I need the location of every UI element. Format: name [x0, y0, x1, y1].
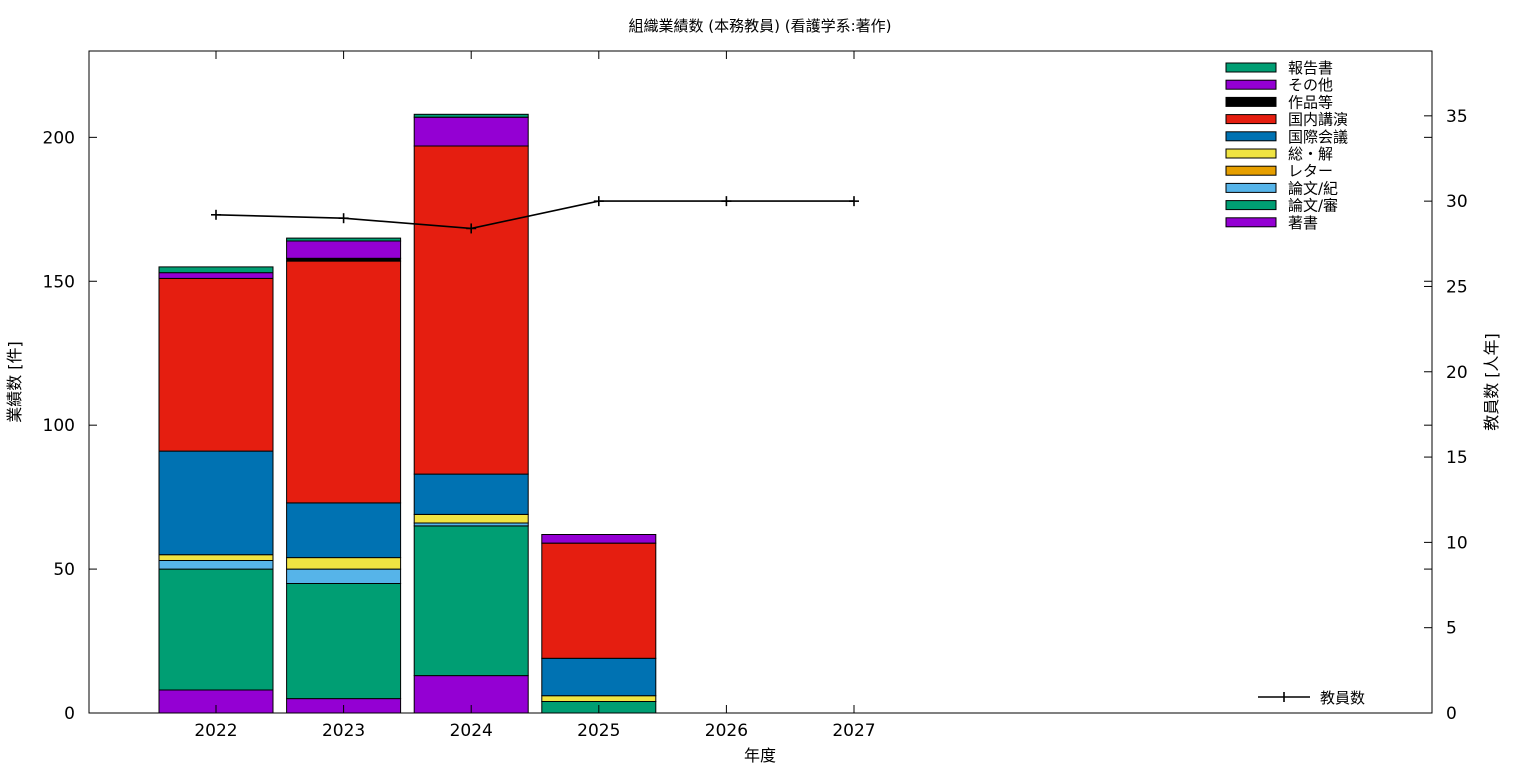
- line-series-path: [215, 200, 854, 230]
- chart-title: 組織業績数 (本務教員) (看護学系:著作): [629, 17, 892, 35]
- y-axis-title: 業績数 [件]: [5, 341, 24, 423]
- legend-swatch-8: [1225, 79, 1277, 90]
- bar-segment-2023-9: [286, 237, 402, 242]
- legend-swatch-9: [1225, 62, 1277, 73]
- legend-label-5: 国際会議: [1288, 128, 1348, 146]
- bar-segment-2023-8: [286, 240, 402, 259]
- legend-swatch-5: [1225, 131, 1277, 142]
- x-tick-label: 2027: [832, 721, 875, 741]
- y2-axis: 0 5 10 15 20 25 30 35: [1424, 107, 1468, 724]
- bar-segment-2025-8: [541, 534, 657, 544]
- legend-label-7: 作品等: [1288, 93, 1333, 111]
- bar-segment-2022-8: [158, 272, 274, 279]
- legend-label-4: 総・解: [1288, 145, 1333, 163]
- legend-line-label: 教員数: [1320, 689, 1365, 707]
- y2-tick-label: 20: [1446, 363, 1468, 383]
- bar-segment-2024-5: [413, 473, 529, 515]
- y2-axis-title: 教員数 [人年]: [1482, 333, 1501, 431]
- bar-segment-2025-6: [541, 542, 657, 659]
- x-axis-title: 年度: [744, 746, 776, 765]
- bar-segment-2022-2: [158, 560, 274, 570]
- bar-segment-2022-1: [158, 568, 274, 691]
- bar-segment-2022-6: [158, 277, 274, 452]
- y2-tick-label: 0: [1446, 704, 1457, 724]
- y-tick-label: 100: [43, 416, 75, 436]
- bar-segment-2023-6: [286, 260, 402, 504]
- y2-tick-label: 25: [1446, 277, 1468, 297]
- line-point-2023: [338, 213, 349, 224]
- line-point-2024: [466, 223, 477, 234]
- bar-segment-2025-4: [541, 695, 657, 703]
- y2-tick-label: 5: [1446, 619, 1457, 639]
- y2-tick-label: 10: [1446, 533, 1468, 553]
- line-series-group: [211, 196, 859, 234]
- legend-swatch-3: [1225, 165, 1277, 176]
- bar-segment-2025-5: [541, 657, 657, 697]
- line-legend: 教員数: [1258, 689, 1365, 707]
- bar-segment-2023-1: [286, 583, 402, 700]
- legend-label-9: 報告書: [1288, 59, 1333, 77]
- bar-segment-2024-8: [413, 116, 529, 147]
- x-tick-label: 2024: [450, 721, 493, 741]
- bar-segment-2022-9: [158, 266, 274, 274]
- legend-swatch-0: [1225, 217, 1277, 228]
- y-tick-label: 0: [64, 704, 75, 724]
- y-axis: 0 50 100 150 200: [43, 128, 1432, 724]
- x-axis: 2022 2023 2024 2025 2026 2027: [194, 51, 876, 741]
- legend-swatch-4: [1225, 148, 1277, 159]
- line-point-2025: [593, 196, 604, 207]
- bar-segment-2023-2: [286, 568, 402, 584]
- y2-tick-label: 35: [1446, 107, 1468, 127]
- line-point-2027: [849, 196, 859, 207]
- line-point-2022: [211, 209, 221, 220]
- legend-label-2: 論文/紀: [1288, 179, 1338, 197]
- plot-frame: [88, 50, 1433, 714]
- y-tick-label: 150: [43, 272, 75, 292]
- legend-swatch-2: [1225, 182, 1277, 193]
- legend-label-3: レター: [1288, 162, 1333, 180]
- legend-label-0: 著書: [1288, 214, 1318, 232]
- y2-tick-label: 15: [1446, 448, 1468, 468]
- legend-label-8: その他: [1288, 76, 1333, 94]
- y-tick-label: 50: [53, 560, 75, 580]
- bar-segment-2024-9: [413, 113, 529, 118]
- legend-label-1: 論文/審: [1288, 197, 1338, 215]
- legend-swatch-7: [1225, 96, 1277, 107]
- bar-segment-2024-6: [413, 145, 529, 475]
- y2-tick-label: 30: [1446, 192, 1468, 212]
- x-tick-label: 2026: [705, 721, 748, 741]
- bar-segment-2024-4: [413, 513, 529, 524]
- legend-label-6: 国内講演: [1288, 111, 1348, 129]
- bar-segment-2022-4: [158, 554, 274, 562]
- legend-swatch-6: [1225, 114, 1277, 125]
- bar-segment-2023-5: [286, 502, 402, 559]
- x-tick-label: 2022: [194, 721, 237, 741]
- line-point-2026: [721, 196, 732, 207]
- legend-swatch-1: [1225, 200, 1277, 211]
- bar-segment-2024-1: [413, 525, 529, 677]
- y-tick-label: 200: [43, 128, 75, 148]
- x-tick-label: 2023: [322, 721, 365, 741]
- bar-segment-2023-4: [286, 557, 402, 570]
- bar-segment-2022-5: [158, 450, 274, 556]
- x-tick-label: 2025: [577, 721, 620, 741]
